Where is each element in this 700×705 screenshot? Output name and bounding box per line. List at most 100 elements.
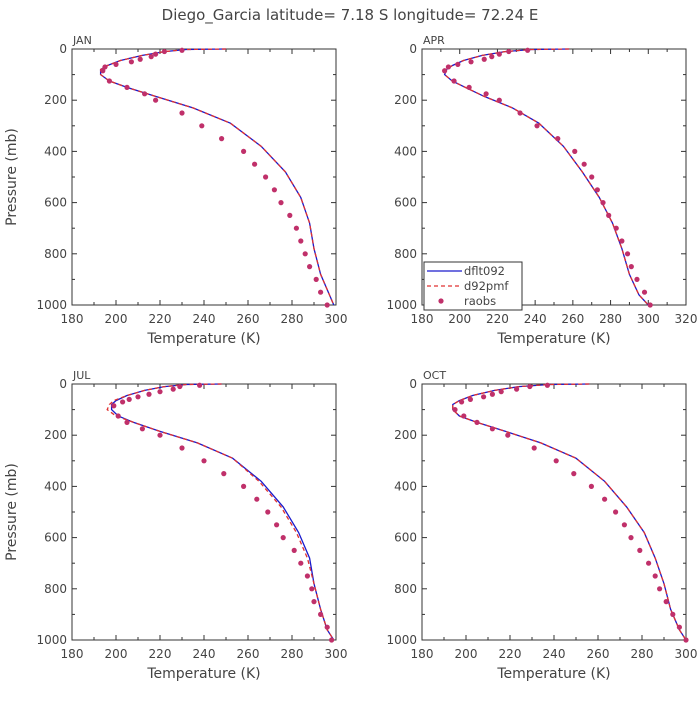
- x-tick-label: 220: [149, 312, 172, 326]
- raobs-point: [553, 458, 559, 464]
- raobs-point: [451, 78, 457, 84]
- panel-label: APR: [423, 34, 445, 47]
- raobs-point: [126, 396, 132, 402]
- x-tick-label: 300: [325, 312, 348, 326]
- y-tick-label: 800: [44, 582, 67, 596]
- raobs-point: [179, 110, 185, 116]
- raobs-point: [329, 637, 335, 643]
- raobs-point: [124, 84, 130, 90]
- raobs-point: [481, 394, 487, 400]
- raobs-point: [467, 396, 473, 402]
- raobs-point: [291, 547, 297, 554]
- y-tick-label: 400: [44, 144, 67, 158]
- panel-jan: JAN 180 200 220 240 260 280 300 0 200 400 600 800 100…: [4, 34, 347, 347]
- raobs-point: [589, 174, 595, 180]
- raobs-point: [466, 84, 472, 90]
- raobs-point: [293, 225, 299, 231]
- raobs-point: [120, 399, 126, 405]
- raobs-point: [274, 522, 280, 528]
- raobs-point: [628, 535, 634, 541]
- y-axis-label: Pressure (mb): [4, 128, 20, 226]
- raobs-point: [496, 51, 502, 57]
- raobs-point: [298, 560, 304, 566]
- raobs-point: [525, 47, 531, 53]
- raobs-point: [459, 399, 465, 405]
- y-tick-label: 200: [394, 93, 417, 107]
- raobs-point: [113, 61, 119, 67]
- raobs-point: [199, 123, 205, 129]
- x-tick-label: 300: [325, 647, 348, 661]
- x-tick-label: 220: [499, 647, 522, 661]
- d92pmf-line: [443, 48, 649, 306]
- raobs-point: [278, 200, 284, 206]
- x-tick-label: 280: [281, 647, 304, 661]
- raobs-point: [572, 148, 578, 154]
- x-axis-label: Temperature (K): [146, 666, 260, 682]
- raobs-point: [219, 136, 225, 142]
- raobs-point: [179, 445, 185, 451]
- raobs-point: [298, 238, 304, 244]
- y-tick-label: 0: [409, 377, 417, 391]
- x-tick-label: 180: [411, 312, 434, 326]
- raobs-point: [619, 238, 625, 244]
- raobs-point: [613, 225, 619, 231]
- y-tick-label: 1000: [36, 298, 67, 312]
- plot-frame: [71, 383, 337, 641]
- raobs-point: [313, 276, 319, 282]
- plot-frame: [71, 48, 337, 306]
- y-tick-label: 800: [44, 247, 67, 261]
- raobs-point: [161, 48, 167, 55]
- x-tick-label: 260: [561, 312, 584, 326]
- y-tick-label: 200: [394, 428, 417, 442]
- y-tick-label: 200: [44, 93, 67, 107]
- x-tick-label: 300: [675, 647, 698, 661]
- raobs-point: [657, 586, 663, 592]
- raobs-point: [676, 624, 683, 630]
- raobs-point: [307, 264, 313, 270]
- x-tick-label: 240: [193, 312, 216, 326]
- raobs-point: [670, 611, 676, 618]
- raobs-point: [318, 611, 324, 618]
- raobs-point: [496, 97, 502, 103]
- raobs-point: [624, 251, 631, 257]
- raobs-point: [157, 389, 163, 395]
- y-tick-label: 800: [394, 247, 417, 261]
- raobs-point: [663, 599, 669, 605]
- raobs-point: [311, 599, 317, 605]
- raobs-point: [581, 161, 587, 167]
- raobs-point: [461, 413, 467, 419]
- x-tick-label: 200: [448, 312, 471, 326]
- raobs-point: [115, 413, 121, 419]
- raobs-point: [265, 509, 271, 515]
- x-tick-label: 180: [61, 312, 84, 326]
- raobs-point: [221, 471, 227, 477]
- panel-oct: OCT 180 200 220 240 260 280 300 0 200 400 600 800 100…: [386, 369, 697, 682]
- raobs-point: [613, 509, 619, 515]
- panel-jul: JUL 180 200 220 240 260 280 300 0 200 400 600 800 100…: [4, 369, 347, 682]
- x-tick-label: 220: [149, 647, 172, 661]
- y-axis-label: Pressure (mb): [4, 463, 20, 561]
- raobs-point: [271, 187, 277, 193]
- raobs-point: [483, 91, 489, 97]
- dflt092-line: [110, 383, 335, 641]
- y-tick-label: 200: [44, 428, 67, 442]
- raobs-point: [489, 426, 495, 432]
- raobs-point: [514, 386, 520, 392]
- raobs-point: [170, 386, 176, 392]
- legend-marker: [438, 298, 444, 304]
- raobs-point: [148, 54, 154, 60]
- y-tick-label: 1000: [386, 298, 417, 312]
- x-tick-label: 260: [237, 312, 260, 326]
- raobs-point: [647, 302, 653, 308]
- raobs-point: [309, 586, 315, 592]
- raobs-point: [555, 136, 561, 142]
- dflt092-line: [99, 48, 335, 306]
- x-axis-label: Temperature (K): [146, 331, 260, 347]
- y-tick-label: 600: [394, 531, 417, 545]
- raobs-point: [534, 123, 540, 129]
- raobs-point: [634, 276, 640, 282]
- raobs-point: [452, 407, 458, 413]
- x-tick-label: 260: [237, 647, 260, 661]
